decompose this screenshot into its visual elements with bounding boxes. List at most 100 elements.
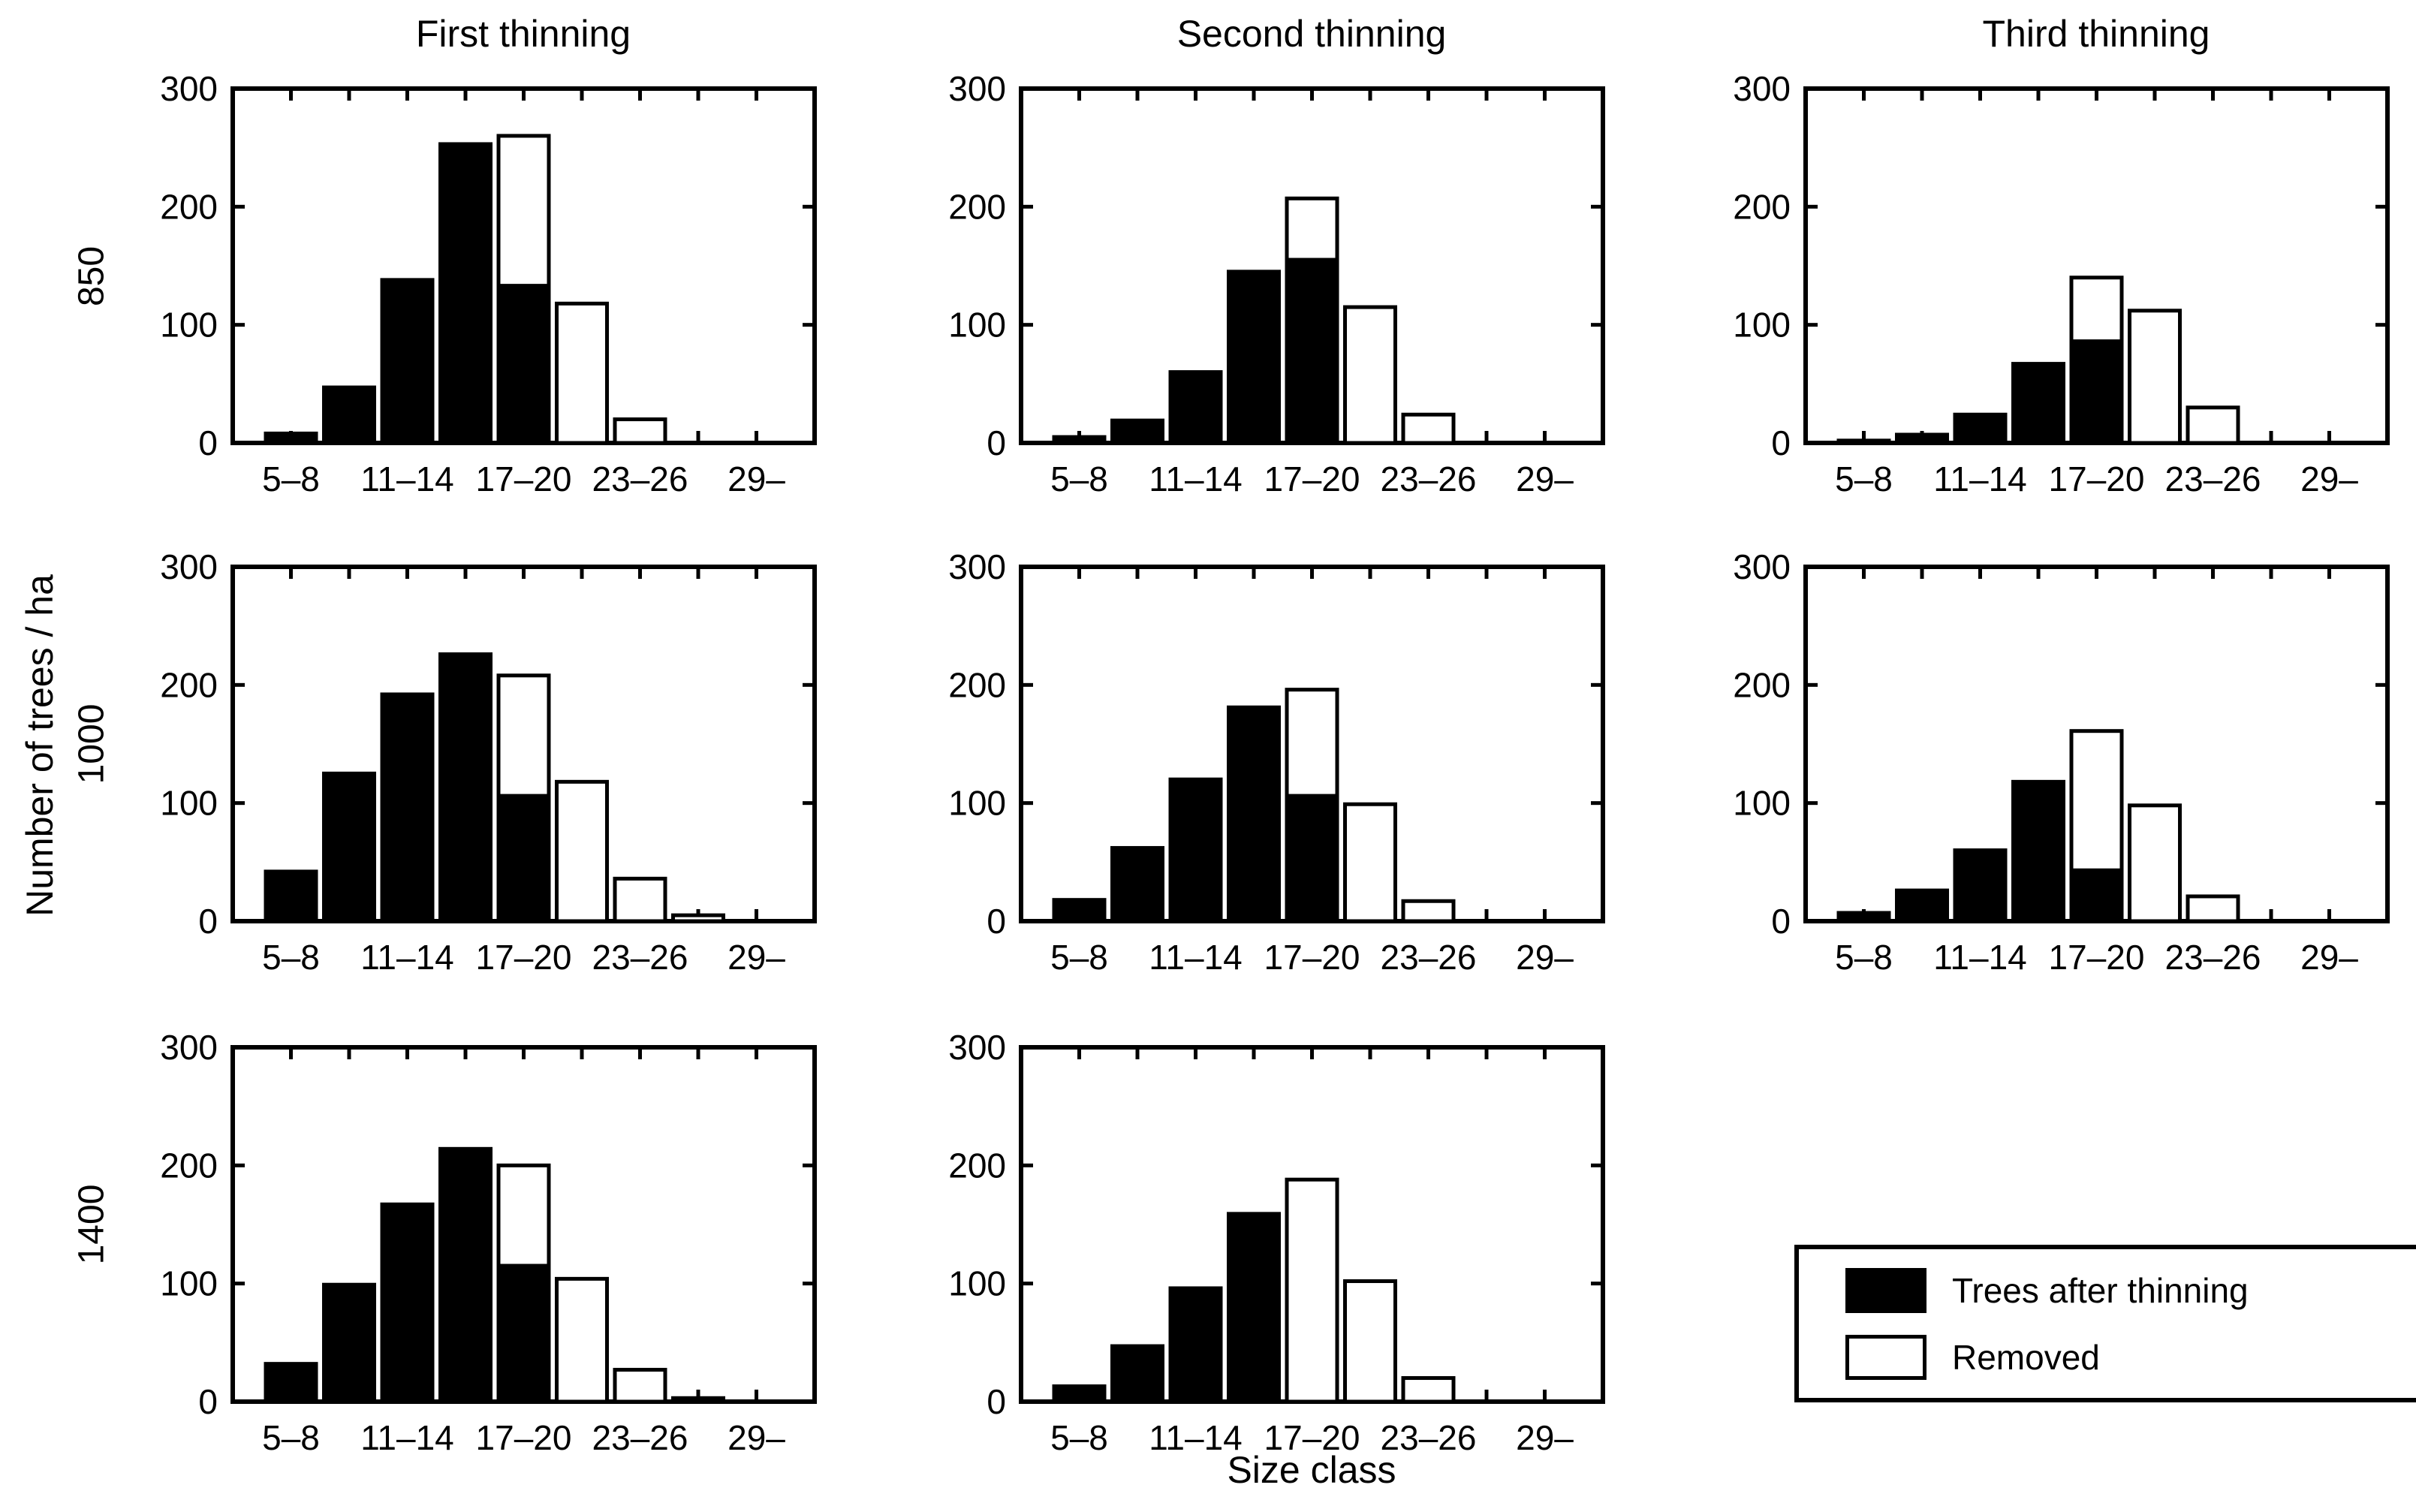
y-tick-label: 200 xyxy=(160,1146,218,1185)
panel-1000-first-svg: 0 100 200 300 5–8 11–14 17–20 23–26 29– xyxy=(160,553,817,977)
x-tick-label: 11–14 xyxy=(1149,1418,1243,1457)
y-tick-label: 200 xyxy=(160,187,218,226)
bar-after xyxy=(322,771,376,923)
x-tick-label: 17–20 xyxy=(2049,459,2145,498)
x-tick-label: 23–26 xyxy=(1381,459,1477,498)
panel-1400-second: 0 100 200 300 5–8 11–14 17–20 23–26 29– xyxy=(908,1034,1614,1495)
x-tick-label: 5–8 xyxy=(1050,1418,1108,1457)
panel-1000-second: 0 100 200 300 5–8 11–14 17–20 23–26 29– xyxy=(908,553,1614,1015)
x-tick-label: 29– xyxy=(728,938,785,977)
bar-after xyxy=(1285,794,1339,923)
bar-removed xyxy=(555,301,609,445)
row-label-1400: 1400 xyxy=(71,1184,112,1265)
x-tick-label: 17–20 xyxy=(1264,459,1360,498)
column-title-second-thinning: Second thinning xyxy=(1176,13,1447,55)
panel-1000-second-svg: 0 100 200 300 5–8 11–14 17–20 23–26 29– xyxy=(948,553,1605,977)
bar-after xyxy=(1227,270,1281,445)
bar-removed xyxy=(613,417,667,445)
bar-removed xyxy=(1343,305,1397,445)
bar-removed xyxy=(2186,405,2240,445)
y-axis-label: Number of trees / ha xyxy=(19,574,61,917)
x-tick-label: 29– xyxy=(1516,1418,1574,1457)
legend-label-trees-after-thinning: Trees after thinning xyxy=(1952,1270,2249,1310)
bar-removed xyxy=(2128,309,2182,445)
bar-after xyxy=(1836,438,1891,445)
y-tick-label: 300 xyxy=(1733,75,1791,108)
x-tick-label: 11–14 xyxy=(1933,938,2027,977)
panel-850-first: 0 100 200 300 5–8 11–14 17–20 23–26 29– xyxy=(120,75,826,537)
bar-after xyxy=(1227,705,1281,923)
y-tick-label: 300 xyxy=(160,553,218,586)
bar-removed xyxy=(555,1276,609,1404)
bar-after xyxy=(2069,868,2124,923)
bar-removed xyxy=(2069,276,2124,344)
x-tick-label: 11–14 xyxy=(1933,459,2027,498)
y-tick-label: 0 xyxy=(987,423,1006,462)
bar-removed xyxy=(1343,1279,1397,1404)
x-tick-label: 11–14 xyxy=(1149,459,1243,498)
panel-850-second-svg: 0 100 200 300 5–8 11–14 17–20 23–26 29– xyxy=(948,75,1605,498)
bar-removed xyxy=(1343,802,1397,923)
y-tick-label: 300 xyxy=(948,553,1006,586)
y-tick-label: 300 xyxy=(1733,553,1791,586)
y-tick-label: 100 xyxy=(948,306,1006,345)
x-tick-label: 23–26 xyxy=(1381,938,1477,977)
y-tick-label: 0 xyxy=(198,1382,218,1421)
bar-after xyxy=(1836,911,1891,923)
bar-removed xyxy=(2186,894,2240,923)
legend-swatch-white-icon xyxy=(1845,1334,1926,1380)
x-tick-label: 5–8 xyxy=(262,459,320,498)
y-tick-label: 200 xyxy=(1733,665,1791,704)
x-tick-label: 5–8 xyxy=(262,938,320,977)
bar-after xyxy=(438,652,493,923)
bar-after xyxy=(1953,848,2008,923)
y-tick-label: 0 xyxy=(987,1382,1006,1421)
bar-removed xyxy=(613,876,667,923)
bar-removed xyxy=(1285,196,1339,262)
x-tick-label: 23–26 xyxy=(2165,938,2261,977)
bar-after xyxy=(1953,412,2008,445)
x-tick-label: 11–14 xyxy=(360,459,454,498)
row-label-1000: 1000 xyxy=(71,703,112,785)
bar-removed xyxy=(496,1163,551,1268)
bar-after xyxy=(671,1396,725,1404)
panel-1400-first: 0 100 200 300 5–8 11–14 17–20 23–26 29– xyxy=(120,1034,826,1495)
bar-after xyxy=(496,1264,551,1404)
x-tick-label: 17–20 xyxy=(476,459,572,498)
bar-after xyxy=(1227,1212,1281,1404)
y-tick-label: 200 xyxy=(160,665,218,704)
bar-removed xyxy=(496,673,551,798)
column-title-third-thinning: Third thinning xyxy=(1982,13,2210,55)
panel-1400-second-svg: 0 100 200 300 5–8 11–14 17–20 23–26 29– xyxy=(948,1034,1605,1457)
bar-after xyxy=(380,278,435,445)
y-tick-label: 300 xyxy=(160,1034,218,1067)
bar-after xyxy=(1052,1384,1107,1404)
x-tick-label: 29– xyxy=(2300,459,2358,498)
bar-after xyxy=(264,1362,318,1404)
y-tick-label: 300 xyxy=(160,75,218,108)
y-tick-label: 100 xyxy=(160,306,218,345)
bar-removed xyxy=(1285,688,1339,798)
panel-1000-first: 0 100 200 300 5–8 11–14 17–20 23–26 29– xyxy=(120,553,826,1015)
y-tick-label: 100 xyxy=(1733,784,1791,823)
legend-item-trees-after-thinning: Trees after thinning xyxy=(1845,1267,2416,1313)
x-tick-label: 23–26 xyxy=(592,938,688,977)
y-tick-label: 0 xyxy=(1771,902,1791,941)
y-tick-label: 200 xyxy=(948,187,1006,226)
bar-removed xyxy=(1285,1177,1339,1404)
x-tick-label: 23–26 xyxy=(1381,1418,1477,1457)
bar-removed xyxy=(1401,412,1456,445)
x-tick-label: 5–8 xyxy=(1835,459,1893,498)
x-tick-label: 23–26 xyxy=(2165,459,2261,498)
y-tick-label: 100 xyxy=(160,784,218,823)
x-tick-label: 17–20 xyxy=(476,938,572,977)
x-tick-label: 29– xyxy=(728,1418,785,1457)
bar-after xyxy=(2011,779,2065,923)
x-tick-label: 5–8 xyxy=(1050,938,1108,977)
bar-after xyxy=(438,142,493,445)
x-tick-label: 17–20 xyxy=(2049,938,2145,977)
legend-item-removed: Removed xyxy=(1845,1334,2416,1380)
bar-after xyxy=(1052,435,1107,445)
panel-1400-first-svg: 0 100 200 300 5–8 11–14 17–20 23–26 29– xyxy=(160,1034,817,1457)
